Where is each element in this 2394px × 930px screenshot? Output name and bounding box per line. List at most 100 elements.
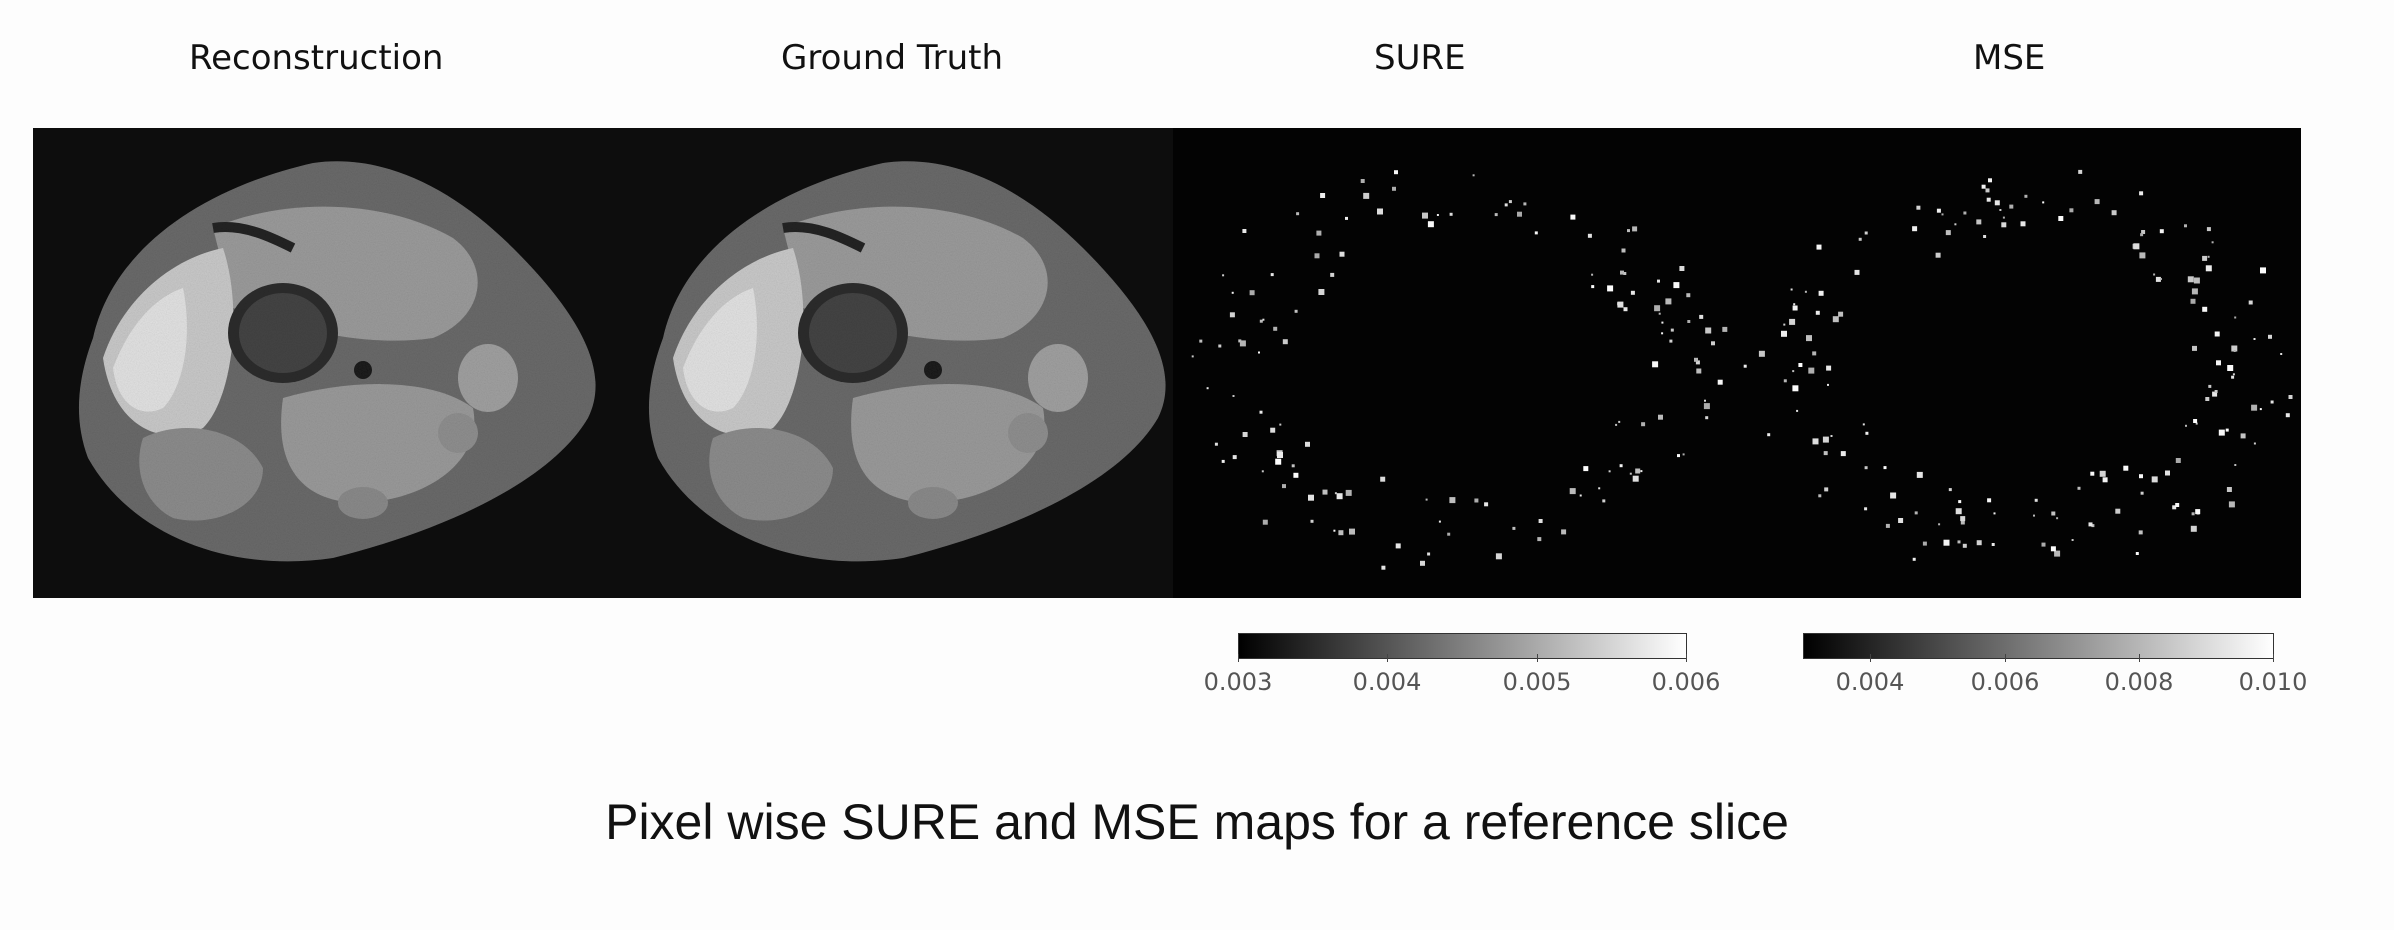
error-speck (2206, 227, 2211, 232)
error-speck (1854, 269, 1860, 275)
error-speck (1512, 526, 1516, 530)
error-speck (2024, 194, 2028, 198)
error-speck (1994, 200, 2000, 206)
error-speck (1262, 318, 1265, 321)
error-speck (1449, 497, 1456, 504)
error-speck (2069, 208, 2074, 213)
error-speck (1282, 339, 1288, 345)
reconstruction-title: Reconstruction (189, 38, 444, 78)
error-speck (1242, 432, 1248, 437)
sure-title: SURE (1374, 38, 1466, 78)
error-speck (1993, 512, 1996, 515)
error-speck (1976, 219, 1982, 225)
error-speck (1705, 327, 1712, 334)
error-speck (1504, 203, 1508, 207)
error-speck (1363, 192, 1370, 199)
error-speck (1336, 493, 1343, 500)
error-speck (1864, 231, 1868, 235)
error-speck (1377, 208, 1383, 215)
error-speck (2191, 288, 2198, 295)
error-speck (1962, 543, 1967, 548)
error-speck (2175, 458, 2181, 463)
error-speck (1912, 557, 1916, 561)
error-speck (2231, 345, 2238, 352)
ground-truth-image (603, 128, 1173, 598)
error-speck (2090, 471, 2095, 476)
error-speck (1986, 197, 1991, 202)
error-speck (1890, 492, 1897, 499)
error-speck (1661, 321, 1664, 324)
error-speck (1808, 367, 1815, 374)
error-speck (1619, 464, 1623, 468)
error-speck (1623, 307, 1628, 312)
error-speck (2253, 442, 2256, 445)
error-speck (1333, 529, 1336, 532)
error-speck (2211, 241, 2214, 244)
error-speck (1793, 303, 1796, 306)
error-speck (1665, 298, 1672, 305)
error-speck (1222, 274, 1225, 277)
error-speck (1583, 466, 1589, 472)
error-speck (1345, 489, 1352, 496)
error-speck (2280, 353, 2283, 355)
error-speck (2251, 404, 2258, 411)
error-speck (2077, 486, 2081, 490)
error-speck (1314, 253, 1320, 259)
error-speck (1618, 420, 1621, 423)
error-speck (1827, 383, 1829, 386)
mse-colorbar-tick-mark (2005, 654, 2006, 662)
error-speck (2002, 216, 2005, 219)
error-speck (2184, 224, 2187, 228)
figure-caption: Pixel wise SURE and MSE maps for a refer… (605, 794, 1789, 850)
error-speck (1447, 532, 1451, 536)
error-speck (1945, 230, 1951, 236)
error-speck (1239, 340, 1246, 347)
error-speck (1621, 248, 1626, 253)
error-speck (2155, 276, 2161, 282)
error-speck (1494, 213, 1498, 217)
error-speck (1242, 229, 1247, 233)
error-speck (1832, 316, 1839, 323)
error-speck (1815, 310, 1820, 315)
error-speck (1598, 487, 1601, 490)
error-speck (1231, 291, 1234, 294)
error-speck (1345, 216, 1348, 220)
error-speck (1427, 552, 1431, 556)
error-speck (2042, 201, 2045, 204)
error-speck (1957, 540, 1961, 544)
error-speck (2205, 265, 2212, 272)
error-speck (2202, 306, 2208, 312)
error-speck (2231, 375, 2235, 379)
error-speck (1999, 209, 2002, 211)
error-speck (1824, 487, 1829, 492)
error-speck (2193, 419, 2198, 423)
error-speck (1293, 472, 1299, 478)
error-speck (1790, 288, 1793, 291)
error-speck (1958, 500, 1962, 504)
error-speck (2190, 298, 2196, 304)
error-speck (1985, 188, 1990, 193)
error-speck (1858, 237, 1862, 241)
error-speck (2033, 514, 2035, 517)
error-speck (1864, 466, 1868, 470)
error-speck (2195, 509, 2201, 515)
error-speck (2208, 384, 2212, 388)
error-speck (1273, 326, 1278, 331)
error-speck (1277, 452, 1283, 458)
error-speck (1812, 438, 1819, 445)
error-speck (1783, 323, 1786, 326)
error-speck (2091, 524, 2095, 528)
mse-colorbar-tick-mark (2139, 654, 2140, 662)
error-speck (1816, 244, 1822, 250)
error-speck (1699, 314, 1704, 319)
error-speck (1796, 409, 1799, 412)
error-speck (2193, 277, 2200, 284)
error-speck (1587, 233, 1592, 238)
error-speck (1679, 266, 1685, 271)
error-speck (1898, 518, 1904, 523)
sure-colorbar-tick-label: 0.004 (1352, 668, 1422, 696)
error-speck (1717, 379, 1723, 385)
error-speck (1806, 335, 1812, 342)
sure-colorbar-tick-label: 0.003 (1203, 668, 1273, 696)
error-speck (2020, 221, 2026, 227)
